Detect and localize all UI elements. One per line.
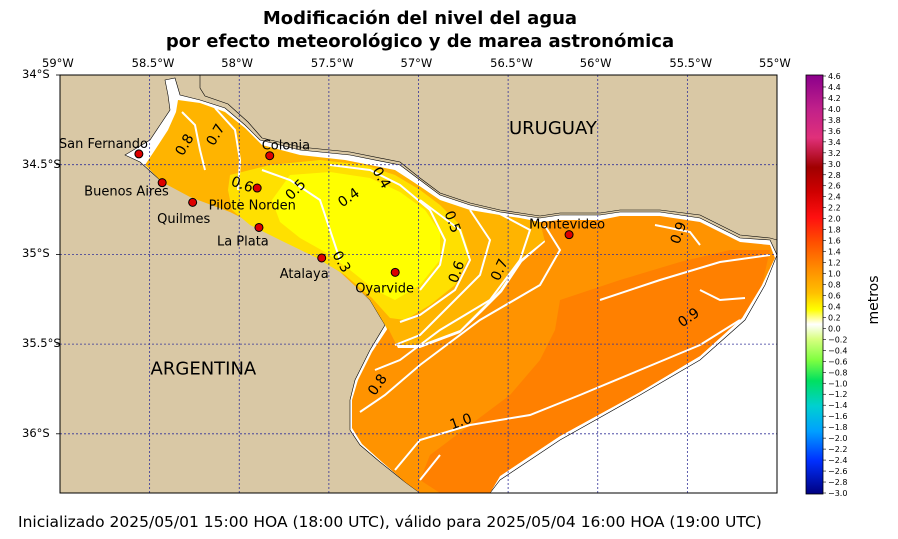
colorbar-tick-label: 0.2 [828, 313, 841, 322]
chart-title-line1: Modificación del nivel del agua [262, 8, 578, 29]
station-label: La Plata [217, 234, 269, 249]
lon-tick-label: 56°W [579, 56, 612, 70]
station-label: Colonia [262, 139, 310, 154]
country-labels: URUGUAY ARGENTINA [151, 118, 598, 379]
colorbar-tick-label: 3.6 [828, 127, 841, 136]
colorbar-tick-label: 2.8 [828, 171, 841, 180]
lon-tick-label: 56.5°W [490, 56, 533, 70]
plot-frame [59, 74, 778, 494]
lat-tick-label: 35°S [22, 246, 50, 261]
lon-tick-label: 59°W [42, 56, 74, 70]
station-label: Quilmes [157, 212, 210, 227]
colorbar-tick-label: −1.2 [828, 390, 847, 399]
colorbar-tick-label: 3.4 [828, 138, 841, 147]
colorbar-tick-label: 1.8 [828, 226, 841, 235]
graticule [60, 75, 777, 493]
colorbar [805, 74, 824, 495]
colorbar-tick-label: 1.0 [828, 270, 841, 279]
colorbar-tick-label: −3.0 [828, 489, 847, 498]
colorbar-ticks: 4.6 4.4 4.2 4.0 3.8 3.6 3.4 3.2 3.0 2.8 2.6 2.4 2.2 2… [823, 72, 847, 498]
station-label: Montevideo [529, 218, 605, 233]
lon-tick-label: 57°W [400, 56, 433, 70]
colorbar-tick-label: 0.6 [828, 291, 841, 300]
colorbar-tick-label: −1.8 [828, 423, 847, 432]
colorbar-tick-label: 4.2 [828, 94, 841, 103]
colorbar-tick-label: 3.8 [828, 116, 841, 125]
contour-label: 1.0 [448, 411, 474, 434]
colorbar-tick-label: −2.6 [828, 467, 847, 476]
colorbar-tick-label: 1.2 [828, 259, 841, 268]
contour-label: 0.6 [229, 174, 255, 197]
colorbar-tick-label: −2.0 [828, 434, 847, 443]
lon-tick-label: 55.5°W [669, 56, 713, 70]
contour-label: 0.5 [441, 209, 464, 235]
station-marker [390, 267, 400, 277]
colorbar-tick-label: −1.4 [828, 401, 847, 410]
station-label: Buenos Aires [84, 185, 169, 200]
station-label: Atalaya [280, 267, 329, 282]
station-marker [252, 183, 262, 193]
colorbar-tick-label: −0.4 [828, 346, 847, 355]
station-marker [134, 149, 144, 159]
colorbar-tick-label: −2.4 [828, 456, 847, 465]
colorbar-tick-label: 2.4 [828, 193, 841, 202]
station-marker [564, 230, 574, 240]
colorbar-tick-label: −2.8 [828, 478, 847, 487]
chart-title-line2: por efecto meteorológico y de marea astr… [165, 31, 675, 52]
colorbar-tick-label: 4.0 [828, 105, 841, 114]
contour-label: 0.6 [446, 259, 469, 285]
country-label: URUGUAY [509, 118, 598, 139]
stations: San Fernando Buenos Aires Pilote Norden Col… [59, 137, 605, 296]
colorbar-tick-label: −1.0 [828, 379, 847, 388]
colorbar-tick-label: 0.0 [828, 324, 841, 333]
station-marker [317, 253, 327, 263]
lat-tick-label: 34°S [22, 67, 50, 81]
colorbar-tick-label: 1.6 [828, 237, 841, 246]
colorbar-tick-label: 4.4 [828, 83, 841, 92]
country-label: ARGENTINA [151, 359, 257, 380]
lon-tick-label: 58°W [221, 56, 254, 70]
colorbar-tick-label: 0.4 [828, 302, 841, 311]
colorbar-tick-label: 2.0 [828, 215, 841, 224]
colorbar-unit-label: metros [866, 275, 882, 325]
colorbar-tick-label: −0.6 [828, 357, 847, 366]
contour-label: 0.9 [668, 220, 691, 246]
uruguay-coast [199, 75, 777, 241]
station-marker [254, 222, 264, 232]
colorbar-tick-label: −0.8 [828, 368, 847, 377]
axis-ticks [56, 74, 60, 435]
station-label: Oyarvide [355, 281, 414, 296]
contour-lines [181, 107, 771, 481]
validity-footer: Inicializado 2025/05/01 15:00 HOA (18:00… [18, 513, 762, 531]
colorbar-tick-label: 0.8 [828, 281, 841, 290]
water-level-10 [420, 250, 770, 493]
colorbar-tick-label: 3.0 [828, 160, 841, 169]
station-label: San Fernando [59, 137, 148, 152]
station-label: Pilote Norden [209, 198, 296, 213]
colorbar-tick-label: 1.4 [828, 248, 841, 257]
lat-tick-label: 36°S [22, 425, 50, 440]
lon-tick-label: 58.5°W [131, 56, 175, 70]
lat-tick-label: 35.5°S [22, 336, 61, 351]
lat-tick-label: 34.5°S [22, 156, 61, 171]
colorbar-tick-label: 3.2 [828, 149, 841, 158]
colorbar-tick-label: 4.6 [828, 72, 841, 81]
colorbar-tick-label: −0.2 [828, 335, 847, 344]
lon-tick-label: 55°W [759, 56, 791, 70]
water-level-02 [272, 172, 440, 300]
colorbar-tick-label: 2.2 [828, 204, 841, 213]
colorbar-tick-label: −1.6 [828, 412, 847, 421]
station-marker [157, 178, 167, 188]
station-marker [188, 197, 198, 207]
lon-tick-label: 57.5°W [310, 56, 354, 70]
colorbar-tick-label: 2.6 [828, 182, 841, 191]
colorbar-tick-label: −2.2 [828, 445, 847, 454]
station-marker [265, 151, 275, 161]
